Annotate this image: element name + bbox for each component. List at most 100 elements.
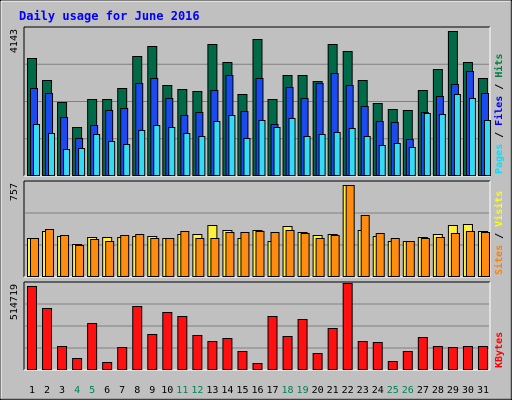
bar-sites-day-21: [330, 235, 340, 277]
bar-sites-day-7: [120, 235, 130, 277]
x-tick-label-day-25: 25: [387, 385, 399, 396]
bar-sites-day-8: [135, 234, 145, 277]
bar-pages-day-8: [138, 130, 146, 176]
panel-visits-sites: 757 Sites / Visits: [9, 180, 505, 278]
bar-pages-day-11: [183, 133, 191, 176]
x-tick-label-day-6: 6: [104, 385, 110, 396]
bar-pages-day-1: [33, 124, 40, 176]
bar-kbytes-day-16: [252, 363, 263, 370]
bar-sites-day-15: [240, 232, 250, 277]
bar-sites-day-31: [480, 232, 490, 277]
bar-sites-day-29: [450, 233, 460, 277]
bar-sites-day-10: [165, 238, 175, 277]
y-max-label: 757: [9, 183, 20, 201]
bar-pages-day-18: [288, 118, 296, 176]
legend-entry: /: [494, 78, 505, 96]
bar-kbytes-day-28: [432, 346, 443, 370]
legend-kbytes: KBytes: [494, 332, 505, 368]
bar-sites-day-3: [60, 235, 70, 277]
legend-entry: Pages: [494, 144, 505, 174]
bar-pages-day-24: [378, 145, 386, 176]
bar-sites-day-4: [75, 245, 85, 277]
x-tick-label-day-10: 10: [161, 385, 173, 396]
legend-entry: /: [494, 227, 505, 245]
bar-kbytes-day-26: [402, 351, 413, 370]
bar-pages-day-27: [423, 113, 431, 176]
x-tick-label-day-29: 29: [447, 385, 459, 396]
bar-pages-day-4: [78, 148, 86, 176]
bar-kbytes-day-9: [147, 334, 158, 370]
x-tick-label-day-8: 8: [134, 385, 140, 396]
bar-kbytes-day-10: [162, 312, 173, 370]
bar-pages-day-17: [273, 127, 281, 176]
bar-sites-day-6: [105, 241, 115, 277]
bar-pages-day-22: [348, 128, 356, 176]
bar-kbytes-day-3: [57, 346, 68, 370]
bar-kbytes-day-5: [87, 323, 98, 370]
bar-kbytes-day-31: [477, 346, 488, 370]
x-tick-label-day-9: 9: [149, 385, 155, 396]
bar-pages-day-20: [318, 134, 326, 176]
bar-sites-day-20: [315, 238, 325, 277]
bar-pages-day-21: [333, 132, 341, 176]
bar-kbytes-day-22: [342, 283, 353, 370]
bar-sites-day-25: [390, 238, 400, 277]
bar-sites-day-18: [285, 230, 295, 277]
bar-kbytes-day-21: [327, 328, 338, 370]
x-tick-label-day-3: 3: [59, 385, 65, 396]
panel-kbytes: 514719 KBytes: [9, 281, 505, 371]
x-tick-label-day-30: 30: [462, 385, 474, 396]
bar-sites-day-16: [255, 231, 265, 277]
bar-sites-day-14: [225, 232, 235, 277]
bar-pages-day-3: [63, 149, 71, 176]
bar-pages-day-10: [168, 127, 176, 176]
bar-kbytes-day-4: [72, 358, 83, 370]
bar-kbytes-day-14: [222, 338, 233, 370]
bar-kbytes-day-29: [447, 347, 458, 370]
x-tick-label-day-14: 14: [221, 385, 233, 396]
x-axis: 1 2 3 4 5 6 7 8 9 10 11 12 13 14 15 16 17 18 19 20 21 22 23 24 2…: [29, 385, 489, 396]
bar-kbytes-day-30: [462, 346, 473, 370]
bar-pages-day-7: [123, 144, 131, 176]
y-max-label: 514719: [9, 284, 20, 320]
bar-sites-day-23: [360, 215, 370, 277]
legend-entry: Sites: [493, 245, 505, 275]
x-tick-label-day-26: 26: [402, 385, 414, 396]
bar-kbytes-day-25: [387, 361, 398, 370]
legend-text: Pages / Files / Hits: [493, 54, 505, 174]
bar-kbytes-day-11: [177, 316, 188, 370]
bar-sites-day-22: [345, 185, 355, 277]
x-tick-label-day-17: 17: [266, 385, 278, 396]
bar-sites-day-9: [150, 238, 160, 277]
bar-pages-day-29: [453, 94, 461, 176]
bar-kbytes-day-6: [102, 362, 113, 370]
x-tick-label-day-21: 21: [327, 385, 339, 396]
legend-visits-sites: Sites / Visits: [493, 191, 505, 275]
x-tick-label-day-31: 31: [477, 385, 489, 396]
bar-sites-day-24: [375, 233, 385, 277]
bar-sites-day-11: [180, 231, 190, 277]
bar-kbytes-day-7: [117, 347, 128, 370]
x-tick-label-day-20: 20: [312, 385, 324, 396]
bar-pages-day-13: [213, 121, 221, 176]
legend-text: KBytes: [494, 332, 505, 368]
x-tick-label-day-23: 23: [357, 385, 369, 396]
bar-pages-day-5: [93, 134, 101, 176]
bar-sites-day-5: [90, 239, 100, 277]
x-tick-label-day-27: 27: [417, 385, 429, 396]
x-tick-label-day-22: 22: [342, 385, 354, 396]
x-tick-label-day-1: 1: [29, 385, 35, 396]
x-tick-label-day-19: 19: [297, 385, 309, 396]
x-tick-label-day-4: 4: [74, 385, 80, 396]
bar-kbytes-day-13: [207, 341, 218, 370]
bar-sites-day-2: [45, 229, 55, 277]
bar-pages-day-2: [48, 133, 56, 176]
bar-kbytes-day-1: [27, 286, 37, 370]
bar-sites-day-1: [30, 238, 39, 277]
bar-sites-day-17: [270, 232, 280, 277]
bar-kbytes-day-18: [282, 336, 293, 370]
x-tick-label-day-11: 11: [176, 385, 188, 396]
x-tick-label-day-7: 7: [119, 385, 125, 396]
bar-pages-day-26: [408, 147, 416, 176]
